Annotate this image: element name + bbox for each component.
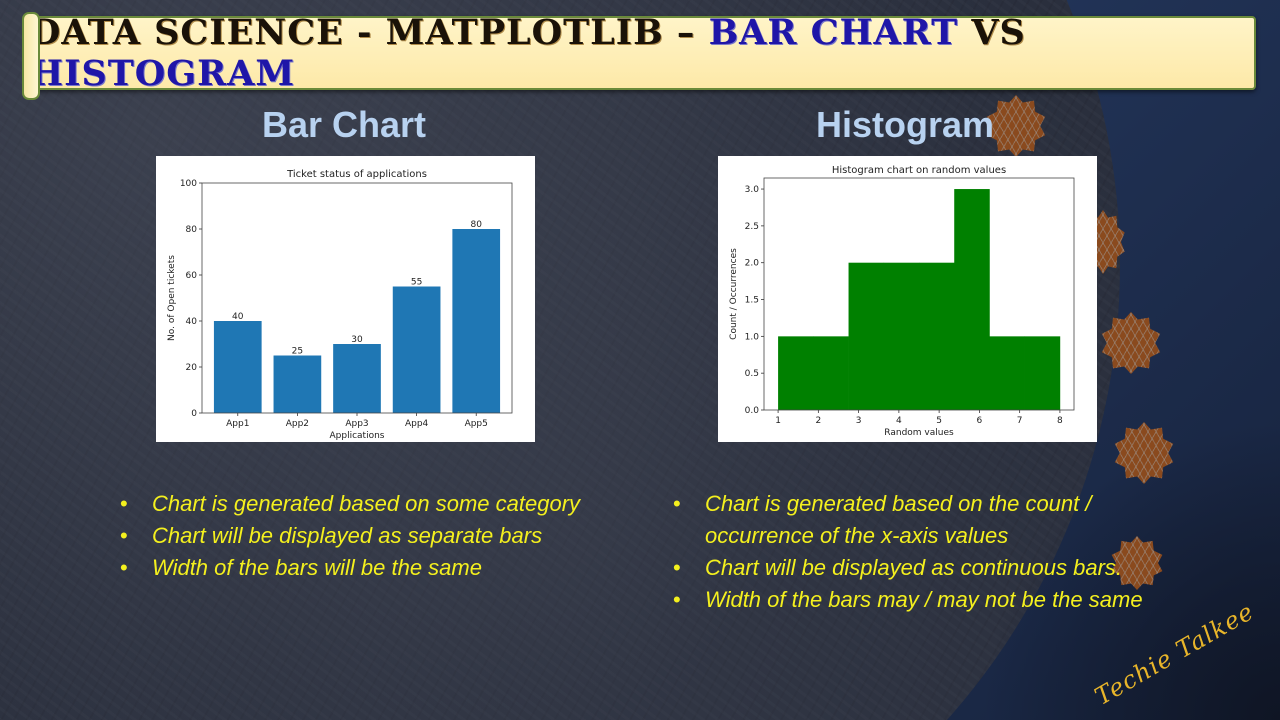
- histogram-heading: Histogram: [816, 104, 995, 145]
- x-tick-label: 8: [1057, 416, 1063, 426]
- slide-title: Data Science - Matplotlib – Bar Chart vs…: [30, 12, 1254, 94]
- bar: [273, 355, 322, 413]
- histogram-bin: [883, 262, 920, 410]
- bar-chart-heading: Bar Chart: [262, 104, 427, 145]
- y-tick-label: 100: [180, 179, 197, 189]
- x-axis-label: Random values: [884, 428, 954, 438]
- histogram-chart: Histogram chart on random values 1 2 3 4 5 6 7 8…: [718, 156, 1097, 442]
- histogram-bin: [848, 262, 885, 410]
- histogram-bin: [989, 336, 1025, 410]
- histogram-bin: [919, 262, 955, 410]
- bar-value-label: 40: [232, 312, 244, 322]
- bullet-item: Chart is generated based on some categor…: [120, 488, 660, 520]
- x-tick-label: App3: [345, 419, 368, 429]
- histogram-bin: [813, 336, 849, 410]
- x-tick-label: App5: [465, 419, 488, 429]
- bullet-item: Chart will be displayed as separate bars: [120, 520, 660, 552]
- plot-frame: [201, 182, 513, 414]
- bar-chart: Ticket status of applications 40 App1 25 App…: [156, 156, 535, 442]
- y-tick-label: 40: [186, 317, 198, 327]
- bar-value-label: 80: [471, 220, 483, 230]
- y-tick-label: 1.0: [745, 332, 760, 342]
- title-text: Data Science - Matplotlib –: [30, 12, 709, 53]
- y-tick-label: 0: [191, 409, 197, 419]
- bar: [213, 321, 262, 413]
- histogram-bin: [1024, 336, 1061, 410]
- x-tick-label: App4: [405, 419, 429, 429]
- x-tick-label: 3: [856, 416, 862, 426]
- y-tick-label: 80: [186, 225, 198, 235]
- title-highlight: Bar Chart: [708, 12, 959, 53]
- y-tick-label: 60: [186, 271, 198, 281]
- x-tick-label: 4: [896, 416, 902, 426]
- title-highlight: Histogram: [30, 53, 296, 94]
- bar-chart-canvas: Ticket status of applications 40 App1 25 App…: [167, 169, 513, 441]
- x-tick-label: App2: [286, 419, 309, 429]
- x-tick-label: 1: [775, 416, 781, 426]
- chart-title: Ticket status of applications: [286, 169, 427, 180]
- bar-value-label: 30: [351, 335, 363, 345]
- histogram-bin: [778, 336, 814, 410]
- bar-chart-bullets: Chart is generated based on some categor…: [120, 488, 660, 584]
- y-tick-label: 20: [186, 363, 198, 373]
- histogram-bin: [954, 189, 990, 410]
- x-axis-label: Applications: [330, 431, 385, 441]
- title-banner: Data Science - Matplotlib – Bar Chart vs…: [22, 12, 1256, 100]
- histogram-bullets: Chart is generated based on the count / …: [673, 488, 1173, 616]
- x-tick-label: 6: [977, 416, 983, 426]
- x-tick-label: 7: [1017, 416, 1023, 426]
- bullet-item: Chart is generated based on the count / …: [673, 488, 1173, 552]
- y-axis-label: No. of Open tickets: [167, 255, 177, 341]
- y-tick-label: 0.0: [745, 406, 760, 416]
- bar: [333, 344, 381, 413]
- title-text: vs: [958, 12, 1026, 53]
- bullet-item: Width of the bars may / may not be the s…: [673, 584, 1173, 616]
- bullet-item: Width of the bars will be the same: [120, 552, 660, 584]
- plot-frame: [763, 177, 1075, 411]
- bar-value-label: 55: [411, 278, 422, 288]
- bar: [452, 229, 501, 413]
- y-tick-label: 1.5: [745, 296, 759, 306]
- y-tick-label: 0.5: [745, 369, 759, 379]
- x-tick-label: 2: [815, 416, 821, 426]
- chart-title: Histogram chart on random values: [832, 165, 1006, 176]
- y-tick-label: 2.5: [745, 222, 759, 232]
- y-axis-label: Count / Occurrences: [729, 248, 739, 340]
- x-tick-label: 5: [936, 416, 942, 426]
- y-tick-label: 2.0: [745, 259, 760, 269]
- histogram-canvas: Histogram chart on random values 1 2 3 4 5 6 7 8…: [729, 165, 1075, 438]
- bar: [392, 286, 441, 413]
- x-tick-label: App1: [226, 419, 249, 429]
- bullet-item: Chart will be displayed as continuous ba…: [673, 552, 1173, 584]
- bar-value-label: 25: [292, 347, 303, 357]
- y-tick-label: 3.0: [745, 185, 760, 195]
